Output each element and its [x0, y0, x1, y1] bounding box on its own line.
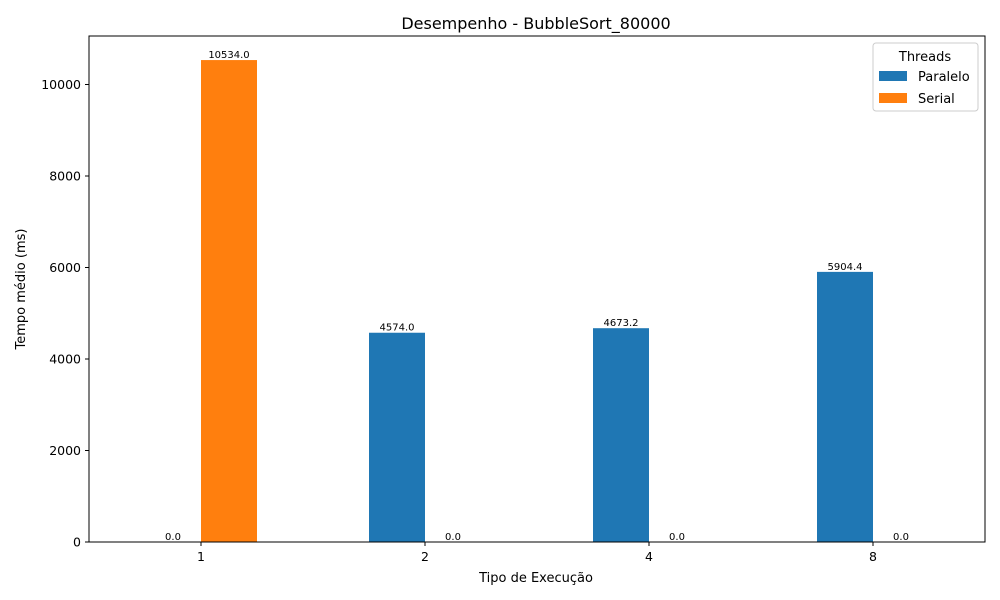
data-label-paralelo-4: 4673.2	[604, 318, 639, 329]
x-tick-label: 1	[197, 549, 205, 564]
bar-paralelo-4	[593, 328, 649, 542]
y-tick-label: 4000	[49, 351, 81, 366]
legend-swatch-paralelo	[879, 71, 907, 81]
data-label-serial-2: 0.0	[445, 532, 461, 543]
data-label-paralelo-8: 5904.4	[828, 262, 863, 273]
data-label-serial-8: 0.0	[893, 532, 909, 543]
x-tick-label: 2	[421, 549, 429, 564]
legend: Threads Paralelo Serial	[872, 42, 979, 112]
data-label-serial-1: 10534.0	[208, 50, 249, 61]
x-tick-label: 4	[645, 549, 653, 564]
y-tick-label: 10000	[41, 77, 81, 92]
plot-frame	[88, 35, 986, 543]
legend-swatch-serial	[879, 93, 907, 103]
legend-label-serial: Serial	[918, 92, 955, 107]
y-axis: 0 2000 4000 6000 8000 10000	[41, 77, 89, 550]
y-tick-label: 8000	[49, 168, 81, 183]
bar-paralelo-8	[817, 271, 873, 542]
x-axis-label: Tipo de Execução	[478, 571, 593, 586]
x-tick-label: 8	[869, 549, 877, 564]
y-tick-label: 2000	[49, 443, 81, 458]
legend-items: Paralelo Serial	[879, 70, 970, 107]
y-tick-label: 0	[73, 535, 81, 550]
chart-title: Desempenho - BubbleSort_80000	[401, 14, 670, 34]
legend-label-paralelo: Paralelo	[918, 70, 970, 85]
data-labels-group: 0.0 4574.0 4673.2 5904.4 10534.0 0.0 0.0 0.0	[165, 50, 909, 543]
legend-title: Threads	[898, 50, 951, 65]
bar-paralelo-2	[369, 332, 425, 542]
bars-group	[201, 60, 873, 543]
x-axis: 1 2 4 8	[197, 542, 877, 564]
data-label-paralelo-2: 4574.0	[380, 323, 415, 334]
data-label-serial-4: 0.0	[669, 532, 685, 543]
y-tick-label: 6000	[49, 260, 81, 275]
data-label-paralelo-1: 0.0	[165, 532, 181, 543]
y-axis-label: Tempo médio (ms)	[14, 229, 29, 351]
bar-serial-1	[201, 60, 257, 543]
